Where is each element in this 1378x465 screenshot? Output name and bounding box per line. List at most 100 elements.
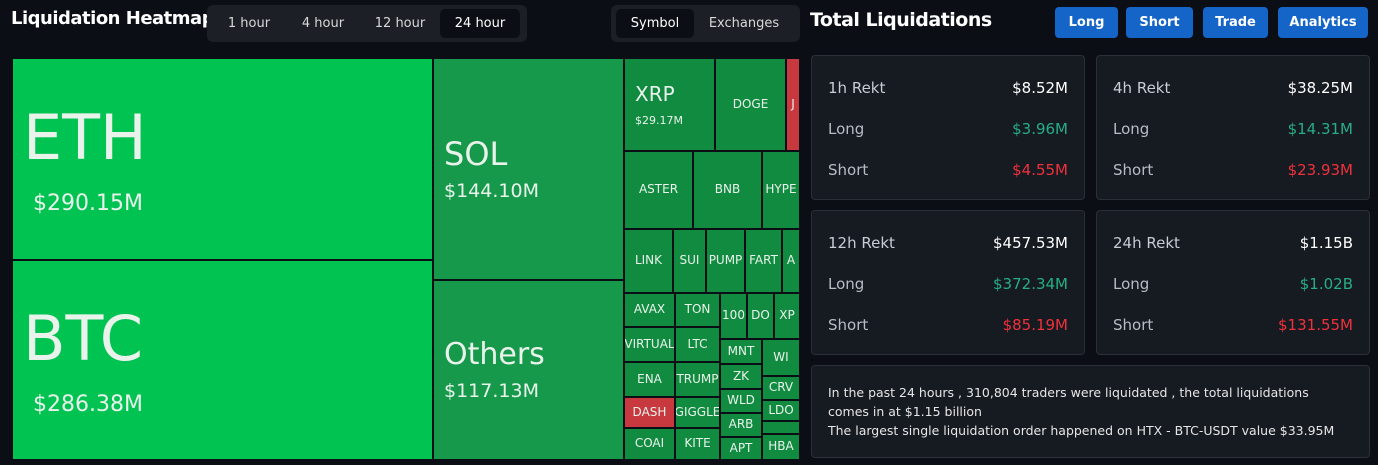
tile-symbol: LDO: [768, 402, 794, 417]
treemap-tile[interactable]: TRUMP: [675, 362, 720, 397]
row-value: $14.31M: [1287, 120, 1353, 138]
treemap-tile[interactable]: ETH $290.15M: [12, 58, 433, 260]
card-row: 1h Rekt $8.52M: [828, 79, 1068, 97]
treemap-tile[interactable]: KITE: [675, 428, 720, 460]
tile-symbol: WI: [773, 349, 789, 364]
treemap-tile[interactable]: GIGGLE: [675, 397, 720, 428]
treemap-tile[interactable]: PUMP: [706, 229, 745, 293]
treemap-tile[interactable]: FART: [745, 229, 782, 293]
tile-symbol: WLD: [727, 393, 755, 408]
treemap-tile[interactable]: 100: [720, 293, 747, 339]
treemap-tile[interactable]: VIRTUAL: [624, 327, 675, 362]
treemap-tile[interactable]: ASTER: [624, 151, 693, 229]
time-tab[interactable]: 24 hour: [440, 9, 520, 38]
action-button[interactable]: Analytics: [1278, 7, 1368, 38]
treemap-tile[interactable]: WLD: [720, 389, 762, 413]
treemap-tile[interactable]: MNT: [720, 339, 762, 364]
action-button[interactable]: Short: [1126, 7, 1193, 38]
tile-symbol: BNB: [714, 182, 741, 197]
view-tab[interactable]: Exchanges: [708, 16, 780, 31]
rekt-card: 24h Rekt $1.15B Long $1.02B Short $131.55M: [1096, 210, 1370, 355]
treemap-tile[interactable]: XP: [774, 293, 800, 339]
rekt-card: 12h Rekt $457.53M Long $372.34M Short $85.19M: [811, 210, 1085, 355]
tile-symbol: ARB: [728, 417, 754, 432]
treemap-tile[interactable]: ZK: [720, 364, 762, 389]
tile-symbol: DO: [751, 308, 770, 323]
tile-symbol: ETH: [23, 100, 147, 174]
treemap-tile[interactable]: DOGE: [715, 58, 786, 151]
treemap-tile[interactable]: ENA: [624, 362, 675, 397]
tile-symbol: HBA: [768, 439, 794, 454]
treemap-tile[interactable]: CRV: [762, 376, 800, 400]
tile-symbol: Others: [444, 336, 545, 372]
treemap-tile[interactable]: DASH: [624, 397, 675, 428]
treemap-tile[interactable]: BTC $286.38M: [12, 260, 433, 460]
treemap-tile[interactable]: DO: [747, 293, 774, 339]
tile-symbol: SOL: [444, 134, 508, 173]
card-row: Long $3.96M: [828, 120, 1068, 138]
treemap-tile[interactable]: SUI: [673, 229, 706, 293]
action-button[interactable]: Trade: [1203, 7, 1268, 38]
row-value: $8.52M: [1012, 79, 1068, 97]
time-tab[interactable]: 1 hour: [227, 16, 271, 31]
treemap-tile[interactable]: COAI: [624, 428, 675, 460]
tile-symbol: LINK: [634, 253, 663, 268]
tile-symbol: ASTER: [638, 182, 679, 197]
card-row: Short $4.55M: [828, 161, 1068, 179]
treemap-tile[interactable]: A: [782, 229, 800, 293]
treemap-tile[interactable]: WI: [762, 339, 800, 376]
card-row: Short $85.19M: [828, 316, 1068, 334]
tile-symbol: ENA: [637, 371, 662, 386]
row-value: $85.19M: [1002, 316, 1068, 334]
action-button[interactable]: Long: [1055, 7, 1118, 38]
treemap-tile[interactable]: LINK: [624, 229, 673, 293]
time-tab[interactable]: 12 hour: [374, 16, 426, 31]
rekt-card: 1h Rekt $8.52M Long $3.96M Short $4.55M: [811, 55, 1085, 200]
treemap-tile[interactable]: HBA: [762, 434, 800, 460]
treemap-tile[interactable]: SOL $144.10M: [433, 58, 624, 280]
card-row: Long $1.02B: [1113, 275, 1353, 293]
tile-symbol: J: [791, 96, 795, 111]
treemap-tile[interactable]: APT: [720, 437, 762, 460]
treemap-tile[interactable]: XRP $29.17M: [624, 58, 715, 151]
tile-symbol: XRP: [635, 81, 675, 106]
tile-symbol: LTC: [687, 336, 708, 351]
treemap-tile[interactable]: LDO: [762, 400, 800, 421]
tile: [762, 421, 800, 434]
row-label: Long: [1113, 120, 1150, 138]
rekt-card: 4h Rekt $38.25M Long $14.31M Short $23.93M: [1096, 55, 1370, 200]
treemap-tile[interactable]: TON: [675, 293, 720, 327]
treemap-tile[interactable]: J: [786, 58, 800, 151]
treemap-tile[interactable]: BNB: [693, 151, 762, 229]
treemap-tile[interactable]: AVAX: [624, 293, 675, 327]
tile-symbol: HYPE: [765, 182, 797, 197]
row-value: $4.55M: [1012, 161, 1068, 179]
tile-symbol: GIGGLE: [675, 404, 720, 419]
summary-line: In the past 24 hours , 310,804 traders w…: [828, 385, 1309, 419]
card-row: 12h Rekt $457.53M: [828, 234, 1068, 252]
tile-symbol: SUI: [679, 253, 700, 268]
treemap-tile[interactable]: ARB: [720, 413, 762, 437]
tile-symbol: ZK: [732, 368, 750, 383]
view-tab[interactable]: Symbol: [616, 9, 694, 38]
tile-value: $117.13M: [444, 380, 539, 403]
row-value: $3.96M: [1012, 120, 1068, 138]
tile-symbol: COAI: [634, 436, 665, 451]
tile-value: $29.17M: [635, 113, 683, 127]
row-label: 24h Rekt: [1113, 234, 1180, 252]
tile-symbol: APT: [729, 440, 753, 455]
time-tabs: 1 hour 4 hour 12 hour 24 hour: [207, 5, 527, 42]
tile-symbol: MNT: [727, 343, 755, 358]
treemap-tile[interactable]: HYPE: [762, 151, 800, 229]
card-row: Short $131.55M: [1113, 316, 1353, 334]
view-tabs: Symbol Exchanges: [611, 5, 800, 42]
tile-symbol: DASH: [632, 404, 667, 419]
time-tab[interactable]: 4 hour: [301, 16, 345, 31]
row-label: 1h Rekt: [828, 79, 886, 97]
tile-symbol: AVAX: [633, 302, 666, 317]
treemap-tile[interactable]: Others $117.13M: [433, 280, 624, 460]
card-row: Long $372.34M: [828, 275, 1068, 293]
tile-symbol: BTC: [23, 301, 144, 375]
treemap-tile[interactable]: LTC: [675, 327, 720, 362]
